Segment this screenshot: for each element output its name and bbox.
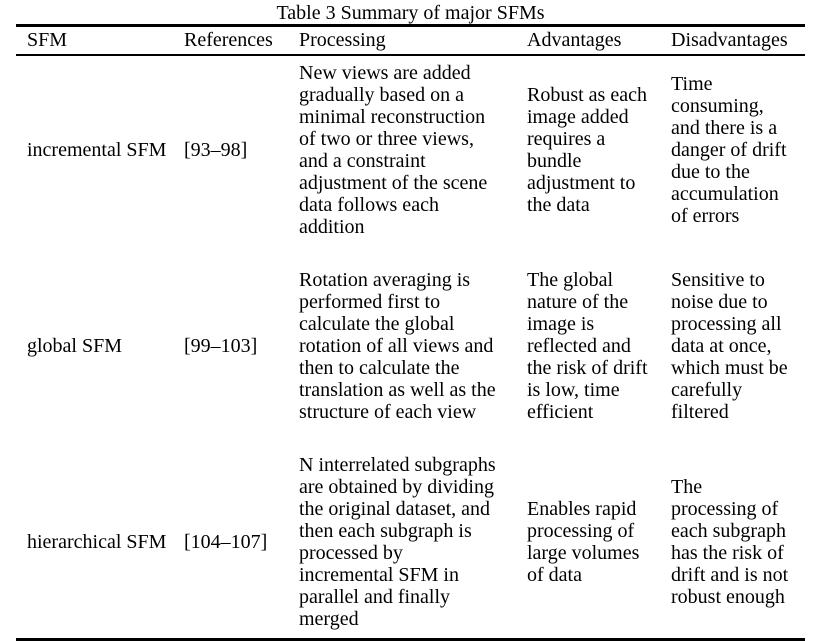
- sfm-summary-table: SFM References Processing Advantages Dis…: [16, 24, 805, 641]
- cell-references: [104–107]: [173, 448, 288, 641]
- cell-sfm: hierarchical SFM: [16, 448, 173, 641]
- header-processing: Processing: [288, 24, 516, 56]
- cell-references: [93–98]: [184, 139, 248, 161]
- header-disadvantages: Disadvantages: [660, 24, 805, 56]
- cell-processing: Rotation averaging is performed first to…: [299, 269, 496, 423]
- header-row: SFM References Processing Advantages Dis…: [16, 24, 805, 56]
- table-row-incremental-sfm: incremental SFM [93–98] New views are ad…: [16, 55, 805, 263]
- cell-disadvantages: Sensitive to noise due to processing all…: [671, 269, 788, 423]
- cell-sfm: global SFM: [27, 335, 123, 357]
- header-advantages: Advantages: [516, 24, 660, 56]
- cell-disadvantages: Time consuming, and there is a danger of…: [671, 73, 787, 227]
- cell-processing: N interrelated subgraphs are obtained by…: [288, 448, 516, 641]
- cell-advantages: Enables rapid processing of large volume…: [516, 448, 660, 641]
- cell-references: [99–103]: [184, 335, 258, 357]
- table-header: SFM References Processing Advantages Dis…: [16, 24, 805, 56]
- table-caption: Table 3 Summary of major SFMs: [276, 2, 545, 24]
- table-row-global-sfm: global SFM [99–103] Rotation averaging i…: [16, 263, 805, 448]
- cell-processing: New views are added gradually based on a…: [299, 62, 488, 238]
- cell-advantages: Robust as each image added requires a bu…: [527, 84, 647, 216]
- cell-disadvantages: The processing of each subgraph has the …: [660, 448, 805, 641]
- cell-advantages: The global nature of the image is reflec…: [527, 269, 648, 423]
- table-row-hierarchical-sfm: hierarchical SFM [104–107] N interrelate…: [16, 448, 805, 641]
- header-sfm: SFM: [16, 24, 173, 56]
- cell-sfm: incremental SFM: [27, 139, 167, 161]
- header-references: References: [173, 24, 288, 56]
